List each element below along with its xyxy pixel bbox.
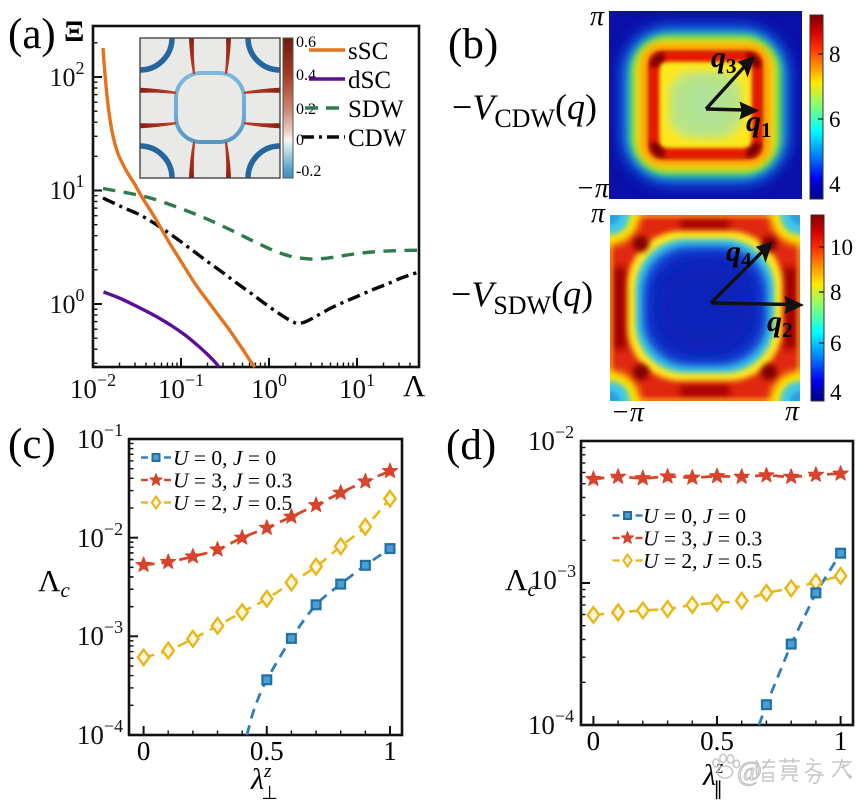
svg-text:8: 8 (830, 280, 842, 305)
svg-text:100: 100 (251, 370, 287, 404)
svg-text:π: π (591, 198, 606, 229)
svg-text:0: 0 (137, 736, 151, 766)
svg-text:0.5: 0.5 (250, 736, 284, 766)
svg-text:π: π (590, 1, 605, 32)
svg-text:π: π (785, 396, 800, 427)
svg-text:sSC: sSC (348, 38, 388, 65)
svg-text:U = 2, J = 0.5: U = 2, J = 0.5 (643, 549, 762, 573)
svg-text:dSC: dSC (348, 67, 391, 94)
svg-text:−π: −π (611, 397, 645, 428)
svg-text:10−3: 10−3 (530, 561, 576, 595)
svg-text:(d): (d) (446, 422, 496, 469)
svg-text:SDW: SDW (348, 96, 404, 123)
svg-text:0.4: 0.4 (296, 67, 316, 84)
svg-text:(b): (b) (448, 21, 498, 68)
svg-text:0: 0 (296, 132, 304, 149)
svg-text:6: 6 (830, 331, 842, 356)
svg-text:U = 3, J = 0.3: U = 3, J = 0.3 (643, 527, 762, 551)
svg-text:U = 3, J = 0.3: U = 3, J = 0.3 (173, 469, 292, 493)
svg-text:1: 1 (383, 736, 397, 766)
svg-text:0.5: 0.5 (700, 726, 734, 756)
svg-text:Ξ: Ξ (64, 15, 84, 48)
svg-text:101: 101 (339, 370, 375, 404)
svg-text:@: @ (737, 756, 762, 786)
svg-text:(c): (c) (8, 421, 56, 468)
svg-text:4: 4 (829, 172, 841, 197)
svg-text:U = 2, J = 0.5: U = 2, J = 0.5 (173, 491, 292, 515)
svg-text:CDW: CDW (348, 125, 407, 152)
svg-text:6: 6 (829, 107, 841, 132)
svg-text:(a): (a) (8, 11, 56, 58)
svg-text:q1: q1 (746, 105, 772, 142)
svg-text:U = 0, J = 0: U = 0, J = 0 (173, 446, 276, 470)
svg-text:-0.2: -0.2 (296, 163, 321, 180)
svg-text:−π: −π (576, 173, 610, 204)
svg-text:10: 10 (830, 235, 853, 260)
svg-text:Λ: Λ (403, 368, 426, 403)
svg-text:0: 0 (587, 726, 601, 756)
svg-text:0.6: 0.6 (296, 34, 316, 51)
svg-text:1: 1 (834, 726, 848, 756)
svg-text:q4: q4 (726, 235, 752, 272)
svg-text:−VCDW(q): −VCDW(q) (452, 87, 597, 133)
svg-text:U = 0, J = 0: U = 0, J = 0 (643, 504, 746, 528)
svg-text:4: 4 (830, 380, 842, 405)
svg-text:8: 8 (829, 42, 841, 67)
svg-text:10−3: 10−3 (77, 617, 123, 651)
svg-text:−VSDW(q): −VSDW(q) (451, 274, 593, 320)
